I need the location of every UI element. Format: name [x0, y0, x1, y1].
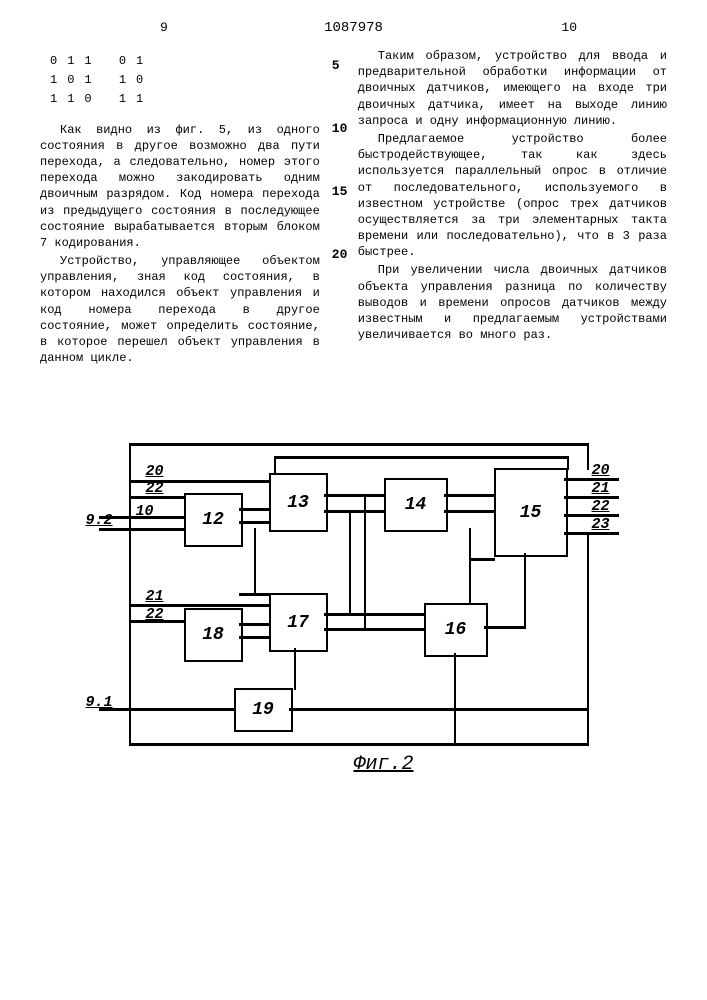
block-14: 14 — [384, 478, 448, 532]
text-columns: 011 01 101 10 110 11 Как видно из фиг. 5… — [40, 48, 667, 368]
left-column: 011 01 101 10 110 11 Как видно из фиг. 5… — [40, 48, 320, 368]
paragraph: Таким образом, устройство для ввода и пр… — [358, 48, 667, 129]
truth-table: 011 01 101 10 110 11 — [50, 52, 320, 110]
line-marker: 10 — [332, 121, 346, 136]
block-16: 16 — [424, 603, 488, 657]
document-number: 1087978 — [324, 20, 383, 36]
right-column: Таким образом, устройство для ввода и пр… — [358, 48, 667, 368]
patent-page: 9 1087978 10 011 01 101 10 110 11 Как ви… — [0, 0, 707, 1000]
paragraph: Предлагаемое устройство более быстродейс… — [358, 131, 667, 261]
paragraph: При увеличении числа двоичных датчиков о… — [358, 262, 667, 343]
line-marker: 5 — [332, 58, 346, 73]
port-label: 21 — [146, 588, 164, 605]
port-label: 9.2 — [86, 512, 113, 529]
block-15: 15 — [494, 468, 568, 557]
port-label: 21 — [592, 480, 610, 497]
port-label: 23 — [592, 516, 610, 533]
figure-2-diagram: 12 13 14 15 18 17 16 19 20 22 10 9.2 21 … — [74, 418, 634, 778]
port-label: 22 — [146, 480, 164, 497]
port-label: 22 — [592, 498, 610, 515]
table-row: 101 10 — [50, 71, 320, 90]
paragraph: Как видно из фиг. 5, из одного состояния… — [40, 122, 320, 252]
port-label: 20 — [146, 463, 164, 480]
block-18: 18 — [184, 608, 243, 662]
table-row: 110 11 — [50, 90, 320, 109]
paragraph: Устройство, управляющее объектом управле… — [40, 253, 320, 366]
block-19: 19 — [234, 688, 293, 732]
page-number-right: 10 — [561, 20, 577, 35]
line-marker: 15 — [332, 184, 346, 199]
table-row: 011 01 — [50, 52, 320, 71]
figure-caption: Фиг.2 — [354, 753, 414, 776]
line-marker: 20 — [332, 247, 346, 262]
page-number-left: 9 — [160, 20, 168, 35]
port-label: 20 — [592, 462, 610, 479]
line-number-gutter: 5 10 15 20 — [332, 48, 346, 368]
block-12: 12 — [184, 493, 243, 547]
block-17: 17 — [269, 593, 328, 652]
block-13: 13 — [269, 473, 328, 532]
